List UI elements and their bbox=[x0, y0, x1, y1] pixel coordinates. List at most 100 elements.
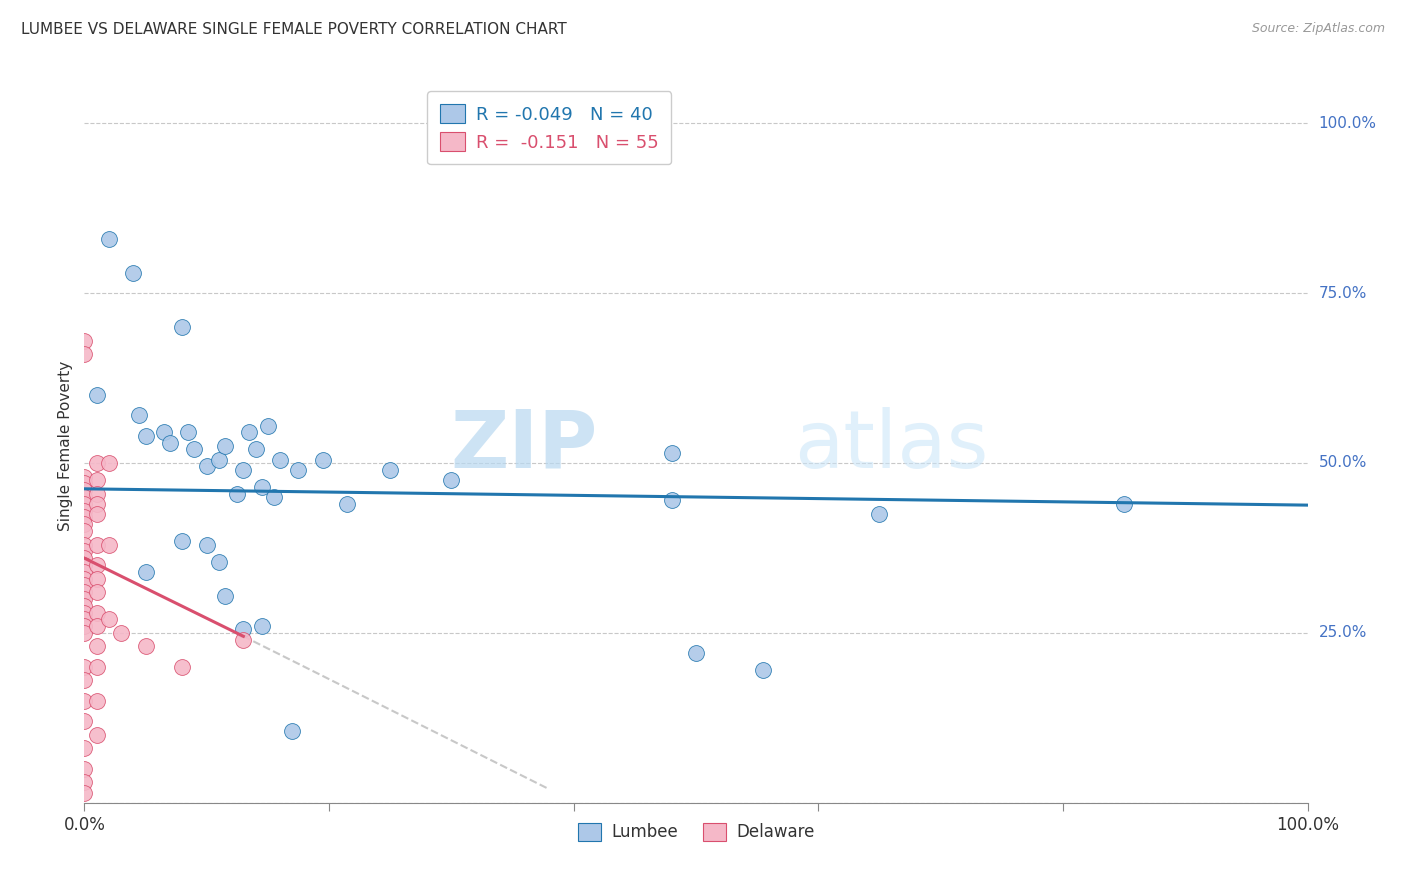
Point bbox=[97, 456, 120, 470]
Point bbox=[97, 537, 120, 551]
Point bbox=[122, 266, 145, 280]
Point bbox=[226, 486, 249, 500]
Point bbox=[153, 425, 176, 440]
Point bbox=[208, 555, 231, 569]
Point bbox=[250, 480, 273, 494]
Point bbox=[177, 425, 200, 440]
Point bbox=[86, 558, 108, 572]
Point bbox=[135, 429, 157, 443]
Point bbox=[73, 551, 96, 566]
Point bbox=[73, 619, 96, 633]
Point bbox=[172, 660, 194, 674]
Point bbox=[172, 534, 194, 549]
Point bbox=[73, 660, 96, 674]
Point bbox=[1114, 497, 1136, 511]
Point bbox=[86, 640, 108, 654]
Text: atlas: atlas bbox=[794, 407, 988, 485]
Point bbox=[172, 320, 194, 334]
Point bbox=[73, 510, 96, 524]
Point bbox=[73, 572, 96, 586]
Point bbox=[73, 741, 96, 756]
Point bbox=[195, 537, 218, 551]
Point bbox=[86, 572, 108, 586]
Point bbox=[86, 537, 108, 551]
Point bbox=[73, 585, 96, 599]
Legend: Lumbee, Delaware: Lumbee, Delaware bbox=[571, 816, 821, 848]
Point bbox=[128, 409, 150, 423]
Point bbox=[287, 463, 309, 477]
Point bbox=[73, 591, 96, 606]
Point bbox=[336, 497, 359, 511]
Point bbox=[86, 456, 108, 470]
Point bbox=[73, 762, 96, 776]
Point bbox=[208, 452, 231, 467]
Point bbox=[312, 452, 335, 467]
Point bbox=[869, 507, 891, 521]
Point bbox=[232, 632, 254, 647]
Point bbox=[73, 483, 96, 498]
Point bbox=[73, 490, 96, 504]
Point bbox=[73, 578, 96, 592]
Point bbox=[86, 660, 108, 674]
Point bbox=[73, 599, 96, 613]
Text: ZIP: ZIP bbox=[451, 407, 598, 485]
Point bbox=[257, 418, 280, 433]
Point bbox=[73, 537, 96, 551]
Point bbox=[86, 606, 108, 620]
Point bbox=[86, 619, 108, 633]
Point bbox=[73, 334, 96, 348]
Point bbox=[685, 646, 707, 660]
Point bbox=[73, 469, 96, 483]
Point bbox=[73, 786, 96, 800]
Point bbox=[245, 442, 267, 457]
Text: LUMBEE VS DELAWARE SINGLE FEMALE POVERTY CORRELATION CHART: LUMBEE VS DELAWARE SINGLE FEMALE POVERTY… bbox=[21, 22, 567, 37]
Point bbox=[73, 544, 96, 558]
Point bbox=[380, 463, 402, 477]
Point bbox=[73, 694, 96, 708]
Y-axis label: Single Female Poverty: Single Female Poverty bbox=[58, 361, 73, 531]
Point bbox=[86, 388, 108, 402]
Point bbox=[73, 524, 96, 538]
Point bbox=[269, 452, 291, 467]
Text: 100.0%: 100.0% bbox=[1319, 116, 1376, 131]
Point bbox=[97, 232, 120, 246]
Point bbox=[752, 663, 775, 677]
Point bbox=[232, 463, 254, 477]
Point bbox=[73, 714, 96, 729]
Text: Source: ZipAtlas.com: Source: ZipAtlas.com bbox=[1251, 22, 1385, 36]
Point bbox=[661, 446, 683, 460]
Point bbox=[281, 724, 304, 739]
Point bbox=[238, 425, 260, 440]
Point bbox=[86, 473, 108, 487]
Text: 25.0%: 25.0% bbox=[1319, 625, 1367, 640]
Point bbox=[195, 459, 218, 474]
Point bbox=[86, 728, 108, 742]
Point bbox=[440, 473, 463, 487]
Point bbox=[159, 435, 181, 450]
Point bbox=[97, 612, 120, 626]
Point bbox=[214, 589, 236, 603]
Point bbox=[73, 673, 96, 688]
Point bbox=[73, 497, 96, 511]
Point bbox=[661, 493, 683, 508]
Point bbox=[73, 503, 96, 517]
Point bbox=[73, 517, 96, 532]
Point bbox=[73, 606, 96, 620]
Point bbox=[214, 439, 236, 453]
Text: 75.0%: 75.0% bbox=[1319, 285, 1367, 301]
Point bbox=[73, 558, 96, 572]
Point bbox=[232, 623, 254, 637]
Point bbox=[250, 619, 273, 633]
Point bbox=[73, 476, 96, 491]
Point bbox=[86, 694, 108, 708]
Point bbox=[135, 640, 157, 654]
Point bbox=[86, 497, 108, 511]
Point bbox=[183, 442, 205, 457]
Point bbox=[86, 486, 108, 500]
Point bbox=[73, 775, 96, 789]
Point bbox=[135, 565, 157, 579]
Point bbox=[110, 626, 132, 640]
Text: 50.0%: 50.0% bbox=[1319, 456, 1367, 470]
Point bbox=[73, 347, 96, 361]
Point bbox=[73, 565, 96, 579]
